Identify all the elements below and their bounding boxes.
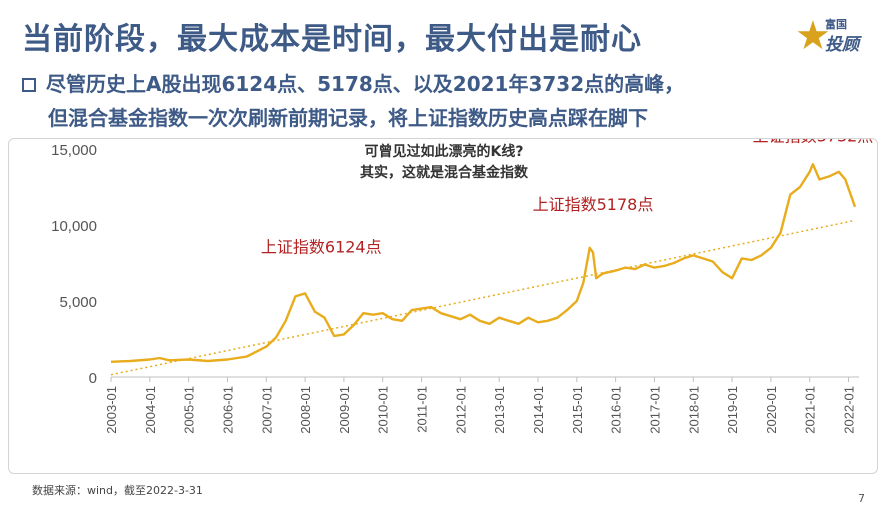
brand-logo: ★ 富国 投顾 bbox=[795, 14, 877, 58]
x-tick-label: 2012-01 bbox=[453, 386, 468, 434]
x-tick-label: 2008-01 bbox=[298, 386, 313, 434]
y-tick-label: 10,000 bbox=[51, 218, 97, 235]
bullet-continuation: 但混合基金指数一次次刷新前期记录，将上证指数历史高点踩在脚下 bbox=[48, 102, 648, 131]
x-tick-label: 2019-01 bbox=[725, 386, 740, 434]
x-tick-label: 2004-01 bbox=[143, 386, 158, 434]
y-tick-label: 0 bbox=[89, 370, 97, 387]
x-tick-label: 2017-01 bbox=[647, 386, 662, 434]
x-tick-label: 2010-01 bbox=[376, 386, 391, 434]
logo-top-text: 富国 bbox=[825, 18, 847, 31]
x-tick-label: 2013-01 bbox=[492, 386, 507, 434]
bullet-point: 尽管历史上A股出现6124点、5178点、以及2021年3732点的高峰， bbox=[22, 68, 684, 97]
x-tick-label: 2011-01 bbox=[415, 386, 430, 433]
peak-annotation: 上证指数3732点 bbox=[753, 139, 874, 145]
x-tick-label: 2018-01 bbox=[686, 386, 701, 434]
peak-annotation: 上证指数5178点 bbox=[533, 195, 654, 214]
peak-annotation: 上证指数6124点 bbox=[261, 237, 382, 256]
x-tick-label: 2021-01 bbox=[803, 386, 818, 434]
series-line bbox=[110, 163, 857, 363]
page-title: 当前阶段，最大成本是时间，最大付出是耐心 bbox=[22, 22, 642, 57]
x-tick-label: 2014-01 bbox=[531, 386, 546, 434]
y-tick-label: 15,000 bbox=[51, 142, 97, 159]
x-tick-label: 2003-01 bbox=[104, 386, 119, 434]
data-source-note: 数据来源：wind，截至2022-3-31 bbox=[32, 484, 203, 497]
trendline bbox=[110, 219, 856, 376]
bullet-text-line2: 但混合基金指数一次次刷新前期记录，将上证指数历史高点踩在脚下 bbox=[48, 106, 648, 130]
x-tick-label: 2005-01 bbox=[182, 386, 197, 434]
x-tick-label: 2006-01 bbox=[220, 386, 235, 434]
star-icon: ★ bbox=[795, 13, 831, 59]
x-tick-label: 2016-01 bbox=[609, 386, 624, 434]
logo-main-text: 投顾 bbox=[825, 35, 859, 55]
bullet-square-icon bbox=[22, 78, 36, 92]
chart-title-line2: 其实，这就是混合基金指数 bbox=[360, 165, 528, 181]
x-tick-label: 2020-01 bbox=[764, 386, 779, 434]
chart-container: 可曾见过如此漂亮的K线? 其实，这就是混合基金指数 0 5,000 10,000 15… bbox=[8, 138, 878, 474]
x-tick-label: 2007-01 bbox=[259, 386, 274, 434]
x-tick-label: 2022-01 bbox=[842, 386, 857, 434]
bullet-text-line1: 尽管历史上A股出现6124点、5178点、以及2021年3732点的高峰， bbox=[46, 72, 685, 96]
x-tick-label: 2009-01 bbox=[337, 386, 352, 434]
page-number: 7 bbox=[858, 492, 865, 505]
line-chart: 0 5,000 10,000 15,000 2003-01 2004-01 2005-01 2… bbox=[51, 139, 874, 434]
chart-title-line1: 可曾见过如此漂亮的K线? bbox=[364, 144, 524, 160]
x-tick-label: 2015-01 bbox=[570, 386, 585, 434]
y-tick-label: 5,000 bbox=[59, 294, 97, 311]
